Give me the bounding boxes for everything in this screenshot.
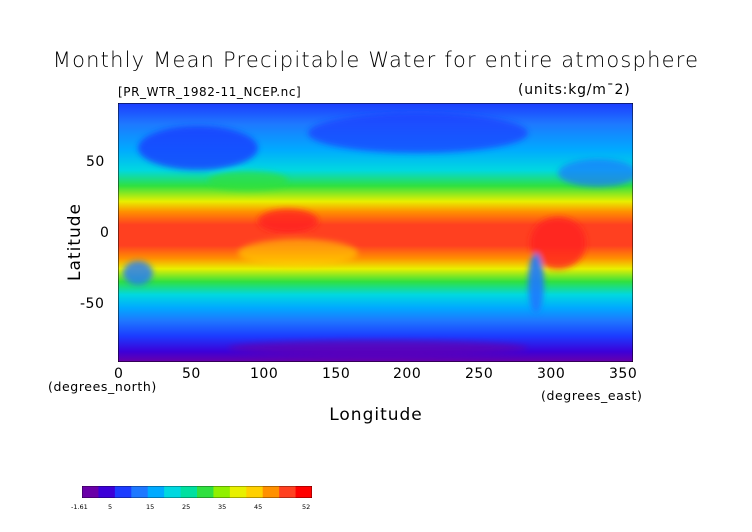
colorbar-swatch — [262, 486, 280, 498]
colorbar-swatch — [213, 486, 231, 498]
x-tick-label: 250 — [465, 366, 494, 382]
field-patches — [123, 113, 633, 356]
x-tick-label: 0 — [114, 366, 124, 382]
colorbar-swatch — [197, 486, 214, 498]
colorbar-swatch — [246, 486, 264, 498]
colorbar-swatch — [147, 486, 165, 498]
x-tick-label: 300 — [537, 366, 566, 382]
x-tick-label: 350 — [609, 366, 638, 382]
x-axis-unit: (degrees_east) — [541, 388, 643, 403]
y-tick-label: 50 — [86, 154, 105, 170]
colorbar — [82, 486, 312, 498]
y-axis-unit: (degrees_north) — [48, 379, 157, 394]
colorbar-swatch — [295, 486, 312, 498]
colorbar-label: 25 — [182, 503, 191, 511]
colorbar-label: -1.61 — [71, 503, 88, 511]
colorbar-swatch — [98, 486, 116, 498]
units-label: (units:kg/m¯2) — [518, 82, 631, 98]
colorbar-swatch — [279, 486, 297, 498]
y-axis-label: Latitude — [64, 203, 85, 281]
colorbar-label: 45 — [254, 503, 263, 511]
chart-title: Monthly Mean Precipitable Water for enti… — [52, 48, 700, 72]
x-tick-label: 100 — [250, 366, 279, 382]
colorbar-swatch — [229, 486, 247, 498]
precipitable-water-map — [118, 103, 633, 362]
colorbar-swatch — [82, 486, 99, 498]
colorbar-swatch — [180, 486, 198, 498]
colorbar-swatch — [164, 486, 182, 498]
colorbar-label: 35 — [218, 503, 227, 511]
colorbar-swatch — [114, 486, 132, 498]
x-tick-label: 150 — [322, 366, 351, 382]
x-axis-label: Longitude — [329, 405, 423, 425]
colorbar-label: 52 — [302, 503, 311, 511]
y-tick-label: -50 — [80, 296, 105, 312]
colorbar-label: 5 — [108, 503, 113, 511]
x-tick-label: 50 — [182, 366, 201, 382]
file-label: [PR_WTR_1982-11_NCEP.nc] — [118, 85, 302, 99]
x-tick-label: 200 — [393, 366, 422, 382]
colorbar-label: 15 — [146, 503, 155, 511]
colorbar-swatch — [131, 486, 149, 498]
y-tick-label: 0 — [100, 225, 110, 241]
